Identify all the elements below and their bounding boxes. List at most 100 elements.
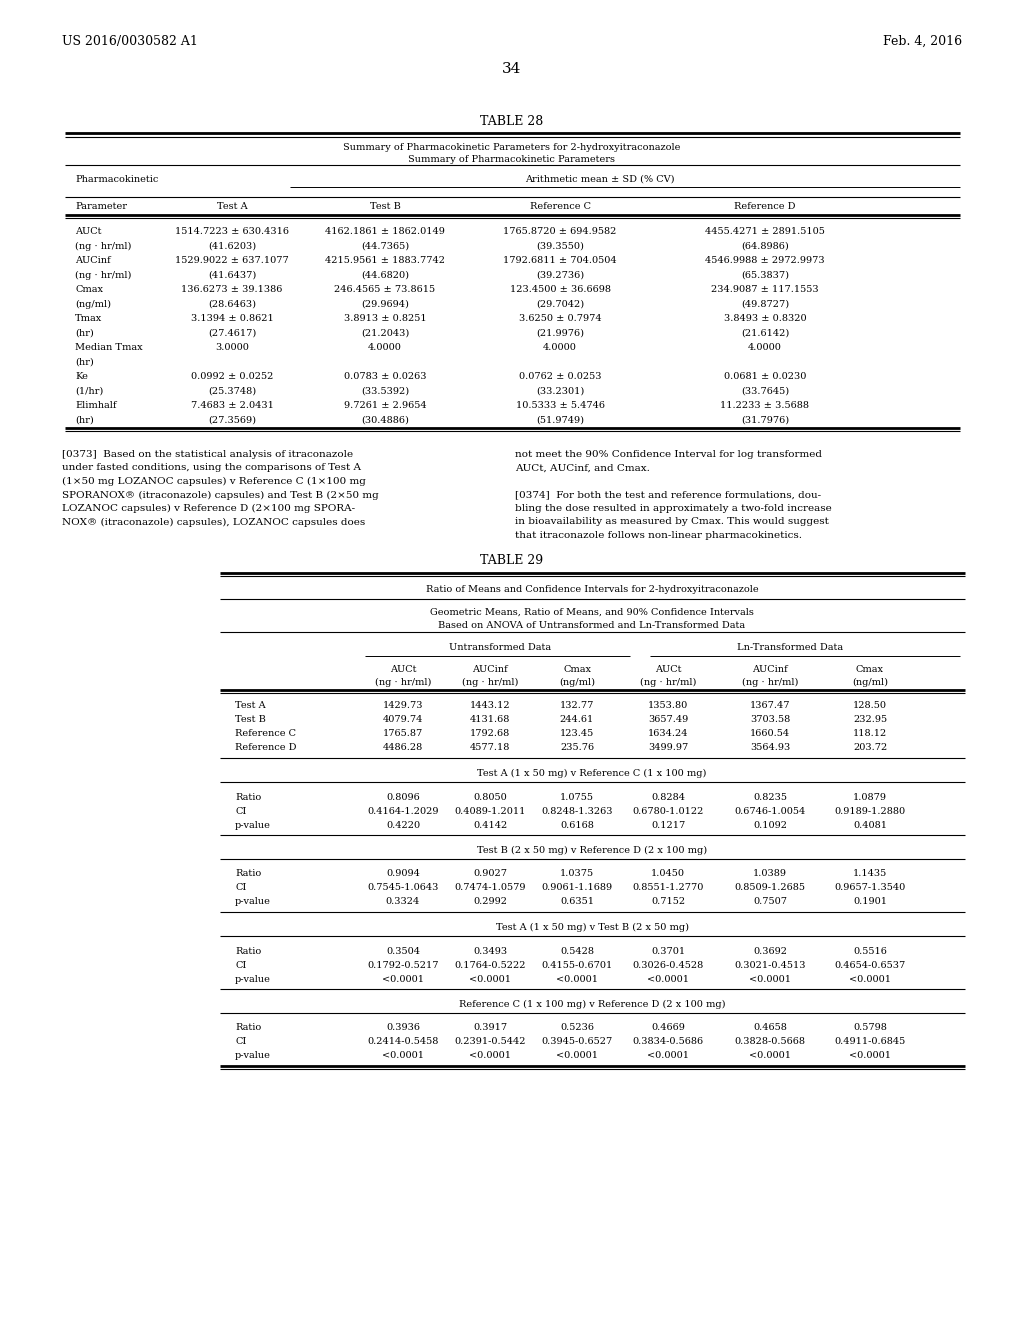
Text: 0.3324: 0.3324 xyxy=(386,898,420,907)
Text: 0.8284: 0.8284 xyxy=(651,792,685,801)
Text: 0.5516: 0.5516 xyxy=(853,946,887,956)
Text: SPORANOX® (itraconazole) capsules) and Test B (2×50 mg: SPORANOX® (itraconazole) capsules) and T… xyxy=(62,491,379,500)
Text: (33.2301): (33.2301) xyxy=(536,387,584,396)
Text: (39.3550): (39.3550) xyxy=(536,242,584,251)
Text: LOZANOC capsules) v Reference D (2×100 mg SPORA-: LOZANOC capsules) v Reference D (2×100 m… xyxy=(62,504,355,513)
Text: Ln-Transformed Data: Ln-Transformed Data xyxy=(737,644,843,652)
Text: 0.9027: 0.9027 xyxy=(473,870,507,879)
Text: (33.5392): (33.5392) xyxy=(360,387,409,396)
Text: 1353.80: 1353.80 xyxy=(648,701,688,710)
Text: 118.12: 118.12 xyxy=(853,730,887,738)
Text: 0.8050: 0.8050 xyxy=(473,792,507,801)
Text: 3.1394 ± 0.8621: 3.1394 ± 0.8621 xyxy=(190,314,273,323)
Text: 0.4089-1.2011: 0.4089-1.2011 xyxy=(455,807,525,816)
Text: 0.3493: 0.3493 xyxy=(473,946,507,956)
Text: 0.3504: 0.3504 xyxy=(386,946,420,956)
Text: 0.6746-1.0054: 0.6746-1.0054 xyxy=(734,807,806,816)
Text: Summary of Pharmacokinetic Parameters for 2-hydroxyitraconazole: Summary of Pharmacokinetic Parameters fo… xyxy=(343,143,681,152)
Text: p-value: p-value xyxy=(234,821,271,829)
Text: Reference D: Reference D xyxy=(234,743,297,752)
Text: 3.0000: 3.0000 xyxy=(215,343,249,352)
Text: (21.9976): (21.9976) xyxy=(536,329,584,338)
Text: 0.9189-1.2880: 0.9189-1.2880 xyxy=(835,807,905,816)
Text: (65.3837): (65.3837) xyxy=(741,271,790,280)
Text: <0.0001: <0.0001 xyxy=(647,1052,689,1060)
Text: Test B (2 x 50 mg) v Reference D (2 x 100 mg): Test B (2 x 50 mg) v Reference D (2 x 10… xyxy=(477,846,707,854)
Text: Ratio: Ratio xyxy=(234,946,261,956)
Text: 0.3945-0.6527: 0.3945-0.6527 xyxy=(542,1038,612,1047)
Text: 0.4220: 0.4220 xyxy=(386,821,420,829)
Text: 0.1092: 0.1092 xyxy=(753,821,787,829)
Text: (30.4886): (30.4886) xyxy=(361,416,409,425)
Text: (41.6203): (41.6203) xyxy=(208,242,256,251)
Text: 0.4081: 0.4081 xyxy=(853,821,887,829)
Text: 3564.93: 3564.93 xyxy=(750,743,791,752)
Text: 0.4142: 0.4142 xyxy=(473,821,507,829)
Text: (29.7042): (29.7042) xyxy=(536,300,584,309)
Text: 4215.9561 ± 1883.7742: 4215.9561 ± 1883.7742 xyxy=(325,256,445,265)
Text: (ng · hr/ml): (ng · hr/ml) xyxy=(741,677,798,686)
Text: not meet the 90% Confidence Interval for log transformed: not meet the 90% Confidence Interval for… xyxy=(515,450,822,459)
Text: 0.7545-1.0643: 0.7545-1.0643 xyxy=(368,883,438,892)
Text: (64.8986): (64.8986) xyxy=(741,242,788,251)
Text: Test A: Test A xyxy=(234,701,265,710)
Text: 0.8551-1.2770: 0.8551-1.2770 xyxy=(632,883,703,892)
Text: 0.4164-1.2029: 0.4164-1.2029 xyxy=(368,807,438,816)
Text: 3.8493 ± 0.8320: 3.8493 ± 0.8320 xyxy=(724,314,806,323)
Text: Test B: Test B xyxy=(370,202,400,211)
Text: 1.0389: 1.0389 xyxy=(753,870,787,879)
Text: 3499.97: 3499.97 xyxy=(648,743,688,752)
Text: <0.0001: <0.0001 xyxy=(382,1052,424,1060)
Text: (25.3748): (25.3748) xyxy=(208,387,256,396)
Text: 123.45: 123.45 xyxy=(560,730,594,738)
Text: 4455.4271 ± 2891.5105: 4455.4271 ± 2891.5105 xyxy=(706,227,825,236)
Text: 0.0681 ± 0.0230: 0.0681 ± 0.0230 xyxy=(724,372,806,381)
Text: AUCinf: AUCinf xyxy=(753,665,787,675)
Text: (1/hr): (1/hr) xyxy=(75,387,103,396)
Text: <0.0001: <0.0001 xyxy=(382,974,424,983)
Text: (44.7365): (44.7365) xyxy=(360,242,409,251)
Text: 4131.68: 4131.68 xyxy=(470,715,510,725)
Text: 3.8913 ± 0.8251: 3.8913 ± 0.8251 xyxy=(344,314,426,323)
Text: Feb. 4, 2016: Feb. 4, 2016 xyxy=(883,36,962,48)
Text: (ng/ml): (ng/ml) xyxy=(852,677,888,686)
Text: 0.2414-0.5458: 0.2414-0.5458 xyxy=(368,1038,438,1047)
Text: Summary of Pharmacokinetic Parameters: Summary of Pharmacokinetic Parameters xyxy=(409,154,615,164)
Text: 4.0000: 4.0000 xyxy=(749,343,782,352)
Text: AUCt, AUCinf, and Cmax.: AUCt, AUCinf, and Cmax. xyxy=(515,463,650,473)
Text: 1367.47: 1367.47 xyxy=(750,701,791,710)
Text: 1765.8720 ± 694.9582: 1765.8720 ± 694.9582 xyxy=(504,227,616,236)
Text: (31.7976): (31.7976) xyxy=(741,416,790,425)
Text: 0.2391-0.5442: 0.2391-0.5442 xyxy=(455,1038,525,1047)
Text: 0.5236: 0.5236 xyxy=(560,1023,594,1032)
Text: 1.0879: 1.0879 xyxy=(853,792,887,801)
Text: AUCt: AUCt xyxy=(654,665,681,675)
Text: Tmax: Tmax xyxy=(75,314,102,323)
Text: (41.6437): (41.6437) xyxy=(208,271,256,280)
Text: Cmax: Cmax xyxy=(75,285,103,294)
Text: 0.1217: 0.1217 xyxy=(651,821,685,829)
Text: Test A: Test A xyxy=(217,202,248,211)
Text: 3657.49: 3657.49 xyxy=(648,715,688,725)
Text: US 2016/0030582 A1: US 2016/0030582 A1 xyxy=(62,36,198,48)
Text: NOX® (itraconazole) capsules), LOZANOC capsules does: NOX® (itraconazole) capsules), LOZANOC c… xyxy=(62,517,366,527)
Text: 132.77: 132.77 xyxy=(560,701,594,710)
Text: 1634.24: 1634.24 xyxy=(648,730,688,738)
Text: CI: CI xyxy=(234,961,247,969)
Text: 232.95: 232.95 xyxy=(853,715,887,725)
Text: Ratio: Ratio xyxy=(234,792,261,801)
Text: 4.0000: 4.0000 xyxy=(368,343,402,352)
Text: Reference C: Reference C xyxy=(529,202,591,211)
Text: (ng · hr/ml): (ng · hr/ml) xyxy=(462,677,518,686)
Text: Test A (1 x 50 mg) v Reference C (1 x 100 mg): Test A (1 x 50 mg) v Reference C (1 x 10… xyxy=(477,768,707,777)
Text: (ng · hr/ml): (ng · hr/ml) xyxy=(375,677,431,686)
Text: (27.4617): (27.4617) xyxy=(208,329,256,338)
Text: Ke: Ke xyxy=(75,372,88,381)
Text: 1.1435: 1.1435 xyxy=(853,870,887,879)
Text: Geometric Means, Ratio of Means, and 90% Confidence Intervals: Geometric Means, Ratio of Means, and 90%… xyxy=(430,607,754,616)
Text: 203.72: 203.72 xyxy=(853,743,887,752)
Text: TABLE 29: TABLE 29 xyxy=(480,554,544,568)
Text: (51.9749): (51.9749) xyxy=(536,416,584,425)
Text: 1.0375: 1.0375 xyxy=(560,870,594,879)
Text: Ratio of Means and Confidence Intervals for 2-hydroxyitraconazole: Ratio of Means and Confidence Intervals … xyxy=(426,586,759,594)
